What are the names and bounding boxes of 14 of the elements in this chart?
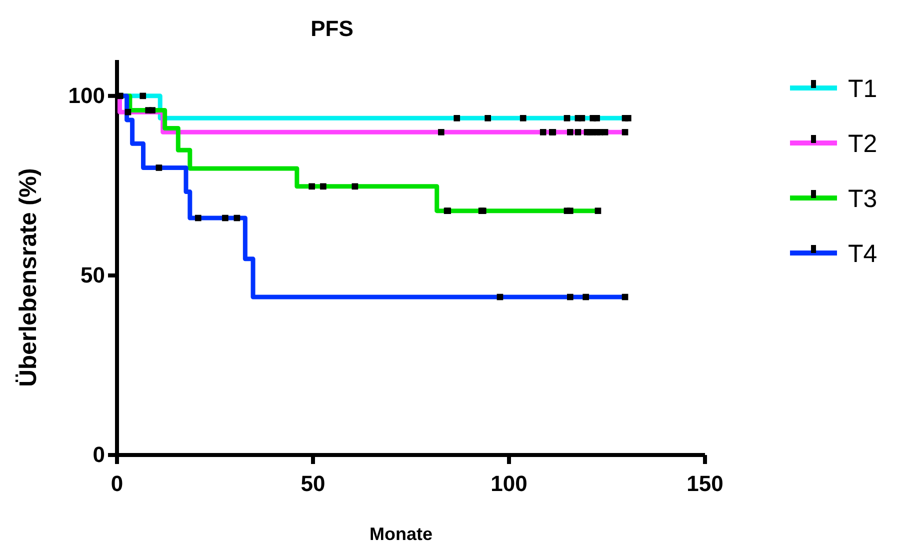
y-tick-label: 100 [68, 82, 105, 108]
x-tick-label: 50 [300, 471, 326, 496]
y-axis-title: Überlebensrate (%) [15, 168, 42, 387]
y-tick-label: 0 [92, 442, 105, 468]
legend-label: T2 [848, 130, 878, 158]
y-tick-label: 50 [80, 262, 105, 288]
x-axis-title: Monate [370, 524, 432, 544]
legend-label: T3 [848, 185, 878, 213]
legend-label: T1 [848, 75, 878, 103]
x-tick-label: 150 [686, 471, 724, 496]
legend-label: T4 [848, 240, 878, 268]
x-tick-label: 0 [110, 471, 124, 496]
x-tick-label: 100 [490, 471, 528, 496]
chart-title: PFS [310, 16, 354, 41]
